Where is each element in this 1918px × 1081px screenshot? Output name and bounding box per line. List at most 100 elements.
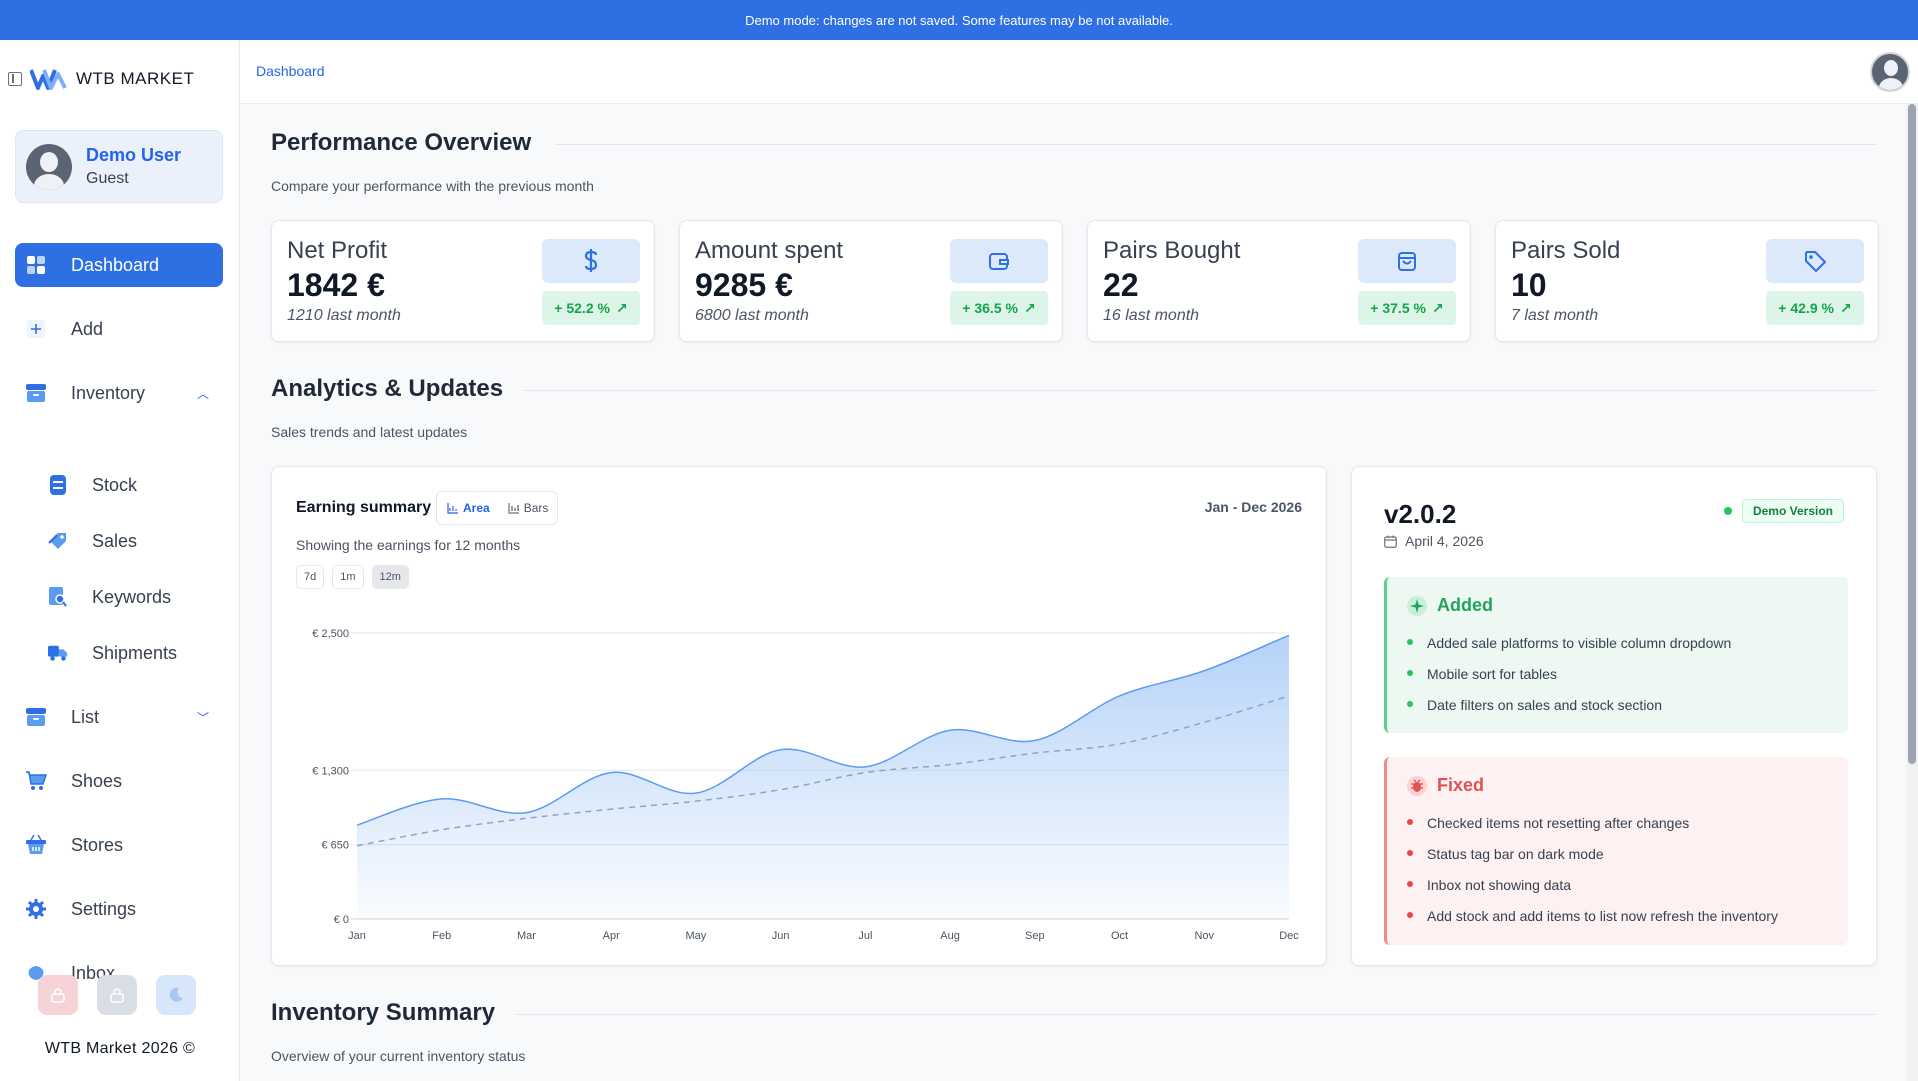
stat-card-pairs-bought: Pairs Bought 22 16 last month + 37.5 % ↗ <box>1087 220 1471 342</box>
period-7d-button[interactable]: 7d <box>296 565 325 589</box>
chevron-up-icon[interactable]: ︿ <box>196 386 209 401</box>
sidebar-item-stores[interactable]: Stores <box>15 823 223 867</box>
stat-card-net-profit: Net Profit 1842 € 1210 last month + 52.2… <box>271 220 655 342</box>
period-1m-button[interactable]: 1m <box>332 565 364 589</box>
topbar: Dashboard <box>240 40 1918 104</box>
user-card[interactable]: Demo User Guest <box>15 130 223 203</box>
archive-icon <box>25 382 47 404</box>
stat-change-value: + 42.9 % <box>1778 300 1834 316</box>
bars-toggle-button[interactable]: Bars <box>502 497 555 519</box>
scrollbar[interactable] <box>1906 104 1918 1081</box>
stat-last-month: 7 last month <box>1511 307 1599 324</box>
x-tick-label: Jan <box>348 930 366 942</box>
area-toggle-label: Area <box>463 501 490 515</box>
list-item: Date filters on sales and stock section <box>1407 697 1731 728</box>
sidebar-subitem-keywords[interactable]: Keywords <box>48 577 171 617</box>
sidebar-item-label: Dashboard <box>71 254 160 275</box>
x-tick-label: Feb <box>432 930 451 942</box>
sidebar-actions <box>38 975 196 1015</box>
document-search-icon <box>48 587 68 607</box>
profile-avatar[interactable] <box>1870 52 1910 92</box>
area-toggle-button[interactable]: Area <box>441 497 496 519</box>
sidebar-item-inventory[interactable]: Inventory ︿ <box>15 371 223 415</box>
list-item: Added sale platforms to visible column d… <box>1407 635 1731 666</box>
sidebar-subitem-shipments[interactable]: Shipments <box>48 633 177 673</box>
stat-last-month: 6800 last month <box>695 307 809 324</box>
demo-version-badge: Demo Version <box>1723 499 1844 523</box>
wallet-icon <box>989 253 1009 270</box>
lock-icon <box>110 988 124 1003</box>
sidebar-item-list[interactable]: List ﹀ <box>15 695 223 739</box>
sidebar-item-shoes[interactable]: Shoes <box>15 759 223 803</box>
x-tick-label: May <box>686 930 707 942</box>
moon-icon <box>169 987 183 1002</box>
sidebar-item-settings[interactable]: Settings <box>15 887 223 931</box>
sidebar-item-label: Inventory <box>71 382 146 403</box>
y-tick-label: € 650 <box>321 840 349 852</box>
stat-label: Net Profit <box>287 237 388 264</box>
stat-last-month: 16 last month <box>1103 307 1200 324</box>
brand-name: WTB MARKET <box>76 69 195 88</box>
x-tick-label: Jun <box>772 930 790 942</box>
truck-icon <box>48 643 68 663</box>
scrollbar-thumb[interactable] <box>1908 104 1916 764</box>
divider <box>555 144 1877 145</box>
divider <box>523 390 1877 391</box>
section-subtitle-analytics: Sales trends and latest updates <box>271 424 468 440</box>
list-item: Status tag bar on dark mode <box>1407 846 1778 877</box>
section-subtitle-performance: Compare your performance with the previo… <box>271 178 594 194</box>
version-number: v2.0.2 <box>1384 499 1457 529</box>
sidebar-item-label: Add <box>71 318 104 339</box>
list-item: Mobile sort for tables <box>1407 666 1731 697</box>
x-tick-label: Jul <box>858 930 872 942</box>
sidebar-subitem-stock[interactable]: Stock <box>48 465 137 505</box>
x-tick-label: Sep <box>1025 930 1045 942</box>
sidebar-toggle-icon[interactable] <box>8 72 22 86</box>
series-line <box>356 634 1290 826</box>
sidebar-item-add[interactable]: Add <box>15 307 223 351</box>
stat-change-value: + 37.5 % <box>1370 300 1426 316</box>
database-icon <box>48 475 68 495</box>
sidebar-subitem-label: Sales <box>92 530 138 551</box>
sidebar: WTB MARKET Demo User Guest Dashboard Add… <box>0 40 240 1081</box>
sidebar-item-dashboard[interactable]: Dashboard <box>15 243 223 287</box>
section-title-inventory-summary: Inventory Summary <box>271 999 496 1026</box>
arrow-up-right-icon: ↗ <box>615 299 628 316</box>
stat-change-badge: + 36.5 % ↗ <box>950 291 1048 325</box>
breadcrumb[interactable]: Dashboard <box>256 63 325 79</box>
stat-label: Pairs Sold <box>1511 237 1621 264</box>
chevron-down-icon[interactable]: ﹀ <box>196 710 209 725</box>
plus-icon <box>25 318 47 340</box>
stat-icon-box <box>1766 239 1864 283</box>
stat-change-value: + 36.5 % <box>962 300 1018 316</box>
stat-card-pairs-sold: Pairs Sold 10 7 last month + 42.9 % ↗ <box>1495 220 1879 342</box>
logout-button[interactable] <box>38 975 78 1015</box>
bug-icon <box>1407 775 1427 796</box>
sidebar-subitem-sales[interactable]: Sales <box>48 521 137 561</box>
fixed-heading: Fixed <box>1407 775 1484 796</box>
chart-subtitle: Showing the earnings for 12 months <box>296 537 521 553</box>
period-12m-button[interactable]: 12m <box>371 565 409 589</box>
fixed-list: Checked items not resetting after change… <box>1407 815 1778 939</box>
section-title-analytics: Analytics & Updates <box>271 375 504 402</box>
lock-button[interactable] <box>97 975 137 1015</box>
arrow-up-right-icon: ↗ <box>1023 299 1036 316</box>
dashboard-icon <box>25 254 47 276</box>
y-tick-label: € 1,300 <box>312 765 349 777</box>
changelog-added-box: Added Added sale platforms to visible co… <box>1384 577 1848 733</box>
sparkle-icon <box>1407 595 1427 616</box>
gear-icon <box>25 898 47 920</box>
user-avatar <box>26 143 72 190</box>
x-tick-label: Apr <box>603 930 620 942</box>
divider <box>515 1014 1877 1015</box>
stat-value: 1842 € <box>287 267 385 303</box>
tag-icon <box>1805 251 1826 272</box>
sidebar-item-label: Stores <box>71 834 124 855</box>
x-tick-label: Oct <box>1111 930 1128 942</box>
basket-icon <box>25 834 47 856</box>
dark-mode-button[interactable] <box>156 975 196 1015</box>
sidebar-item-label: List <box>71 706 100 727</box>
cart-icon <box>25 770 47 792</box>
stat-value: 10 <box>1511 267 1547 303</box>
price-tag-icon <box>48 531 68 551</box>
